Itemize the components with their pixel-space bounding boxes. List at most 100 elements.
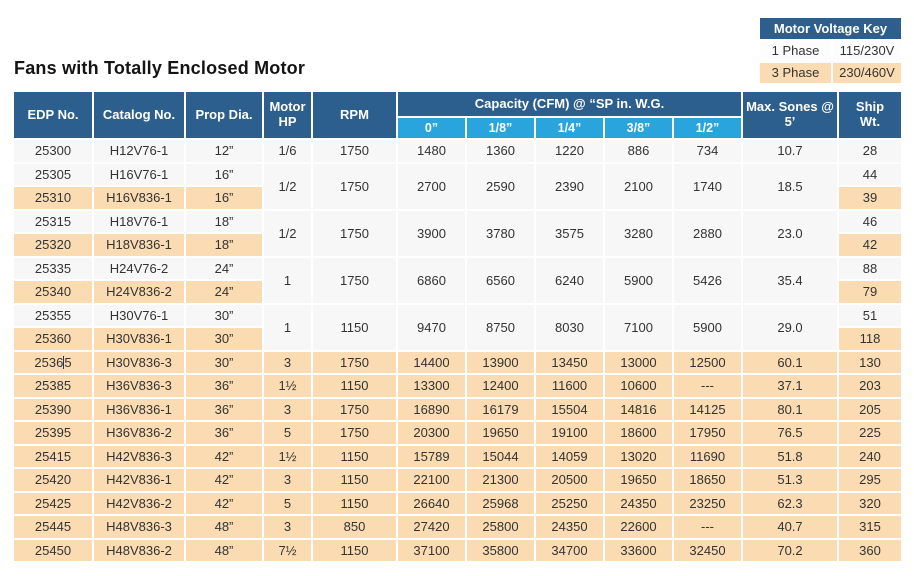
- ship-wt-cell: 130: [839, 351, 901, 373]
- cfm-cell: 13020: [605, 445, 672, 467]
- page-title: Fans with Totally Enclosed Motor: [14, 58, 306, 78]
- edp-cell: 25305: [14, 163, 92, 185]
- prop-dia-cell: 36”: [186, 422, 262, 444]
- col-header-rpm: RPM: [313, 92, 396, 138]
- prop-dia-cell: 48”: [186, 539, 262, 561]
- rpm-cell: 1750: [313, 398, 396, 420]
- edp-cell: 25360: [14, 328, 92, 350]
- cfm-cell: 8750: [467, 304, 534, 350]
- sones-cell: 60.1: [743, 351, 837, 373]
- cfm-cell: 23250: [674, 492, 741, 514]
- rpm-cell: 1150: [313, 469, 396, 491]
- edp-cell: 25385: [14, 375, 92, 397]
- cfm-cell: 19100: [536, 422, 603, 444]
- voltage-key-row-1phase: 1 Phase 115/230V: [760, 41, 901, 61]
- col-header-sp-1-4: 1/4”: [536, 118, 603, 138]
- rpm-cell: 1750: [313, 140, 396, 162]
- sones-cell: 70.2: [743, 539, 837, 561]
- cfm-cell: 20500: [536, 469, 603, 491]
- cfm-cell: 6240: [536, 257, 603, 303]
- cfm-cell: 13900: [467, 351, 534, 373]
- cfm-cell: 12500: [674, 351, 741, 373]
- catalog-cell: H36V836-1: [94, 398, 184, 420]
- catalog-cell: H18V76-1: [94, 210, 184, 232]
- catalog-cell: H42V836-3: [94, 445, 184, 467]
- rpm-cell: 1750: [313, 351, 396, 373]
- cfm-cell: 37100: [398, 539, 465, 561]
- cfm-cell: 8030: [536, 304, 603, 350]
- table-row: 25335 H24V76-2 24” 1 1750 6860 6560 6240 5900 542…: [14, 257, 901, 303]
- header-row-main: EDP No. Catalog No. Prop Dia. Motor HP R…: [14, 92, 901, 138]
- prop-dia-cell: 24”: [186, 257, 262, 279]
- cfm-cell: 5900: [605, 257, 672, 303]
- catalog-cell: H16V836-1: [94, 187, 184, 209]
- prop-dia-cell: 16”: [186, 187, 262, 209]
- ship-wt-cell: 295: [839, 469, 901, 491]
- sones-cell: 80.1: [743, 398, 837, 420]
- edp-cell: 25315: [14, 210, 92, 232]
- cfm-cell: 15044: [467, 445, 534, 467]
- cfm-cell: 14059: [536, 445, 603, 467]
- cfm-cell: 12400: [467, 375, 534, 397]
- cfm-cell: 22600: [605, 516, 672, 538]
- cfm-cell: 15504: [536, 398, 603, 420]
- catalog-cell: H42V836-2: [94, 492, 184, 514]
- rpm-cell: 1750: [313, 210, 396, 256]
- fan-capacity-table: EDP No. Catalog No. Prop Dia. Motor HP R…: [12, 90, 903, 563]
- motor-hp-cell: 5: [264, 422, 311, 444]
- cfm-cell: 13000: [605, 351, 672, 373]
- ship-wt-cell: 51: [839, 304, 901, 326]
- cfm-cell: 16179: [467, 398, 534, 420]
- motor-hp-cell: 3: [264, 351, 311, 373]
- cfm-cell: 2880: [674, 210, 741, 256]
- col-header-edp: EDP No.: [14, 92, 92, 138]
- cfm-cell: 2700: [398, 163, 465, 209]
- col-header-sp-1-8: 1/8”: [467, 118, 534, 138]
- cfm-cell: 34700: [536, 539, 603, 561]
- table-row: 25385 H36V836-3 36” 1½ 1150 13300 12400 11600 10…: [14, 375, 901, 397]
- cfm-cell: 2590: [467, 163, 534, 209]
- edp-cell: 25335: [14, 257, 92, 279]
- catalog-cell: H24V836-2: [94, 281, 184, 303]
- col-header-sp-1-2: 1/2”: [674, 118, 741, 138]
- cfm-cell: 11690: [674, 445, 741, 467]
- voltage-key-row-3phase: 3 Phase 230/460V: [760, 63, 901, 83]
- catalog-cell: H42V836-1: [94, 469, 184, 491]
- ship-wt-cell: 240: [839, 445, 901, 467]
- table-row: 25415 H42V836-3 42” 1½ 1150 15789 15044 14059 13…: [14, 445, 901, 467]
- rpm-cell: 1150: [313, 304, 396, 350]
- cfm-cell: 3280: [605, 210, 672, 256]
- cfm-cell: 18650: [674, 469, 741, 491]
- cfm-cell: 10600: [605, 375, 672, 397]
- sones-cell: 29.0: [743, 304, 837, 350]
- prop-dia-cell: 42”: [186, 445, 262, 467]
- table-row: 25390 H36V836-1 36” 3 1750 16890 16179 15504 148…: [14, 398, 901, 420]
- cfm-cell: 32450: [674, 539, 741, 561]
- prop-dia-cell: 36”: [186, 398, 262, 420]
- sones-cell: 40.7: [743, 516, 837, 538]
- cfm-cell: 25250: [536, 492, 603, 514]
- cfm-cell: 7100: [605, 304, 672, 350]
- cfm-cell: 2390: [536, 163, 603, 209]
- text-caret: [63, 355, 65, 369]
- ship-wt-cell: 320: [839, 492, 901, 514]
- prop-dia-cell: 18”: [186, 210, 262, 232]
- motor-hp-cell: 1/6: [264, 140, 311, 162]
- phase-label: 3 Phase: [760, 63, 831, 83]
- cfm-cell: 13450: [536, 351, 603, 373]
- cfm-cell: 6560: [467, 257, 534, 303]
- cfm-cell: 6860: [398, 257, 465, 303]
- cfm-cell: 2100: [605, 163, 672, 209]
- ship-wt-cell: 203: [839, 375, 901, 397]
- col-header-ship-wt: Ship Wt.: [839, 92, 901, 138]
- ship-wt-cell: 315: [839, 516, 901, 538]
- phase-label: 1 Phase: [760, 41, 831, 61]
- col-header-catalog: Catalog No.: [94, 92, 184, 138]
- cfm-cell: 26640: [398, 492, 465, 514]
- catalog-cell: H48V836-2: [94, 539, 184, 561]
- col-header-prop-dia: Prop Dia.: [186, 92, 262, 138]
- rpm-cell: 1750: [313, 257, 396, 303]
- cfm-cell: 19650: [605, 469, 672, 491]
- cfm-cell: 9470: [398, 304, 465, 350]
- motor-hp-cell: 1: [264, 257, 311, 303]
